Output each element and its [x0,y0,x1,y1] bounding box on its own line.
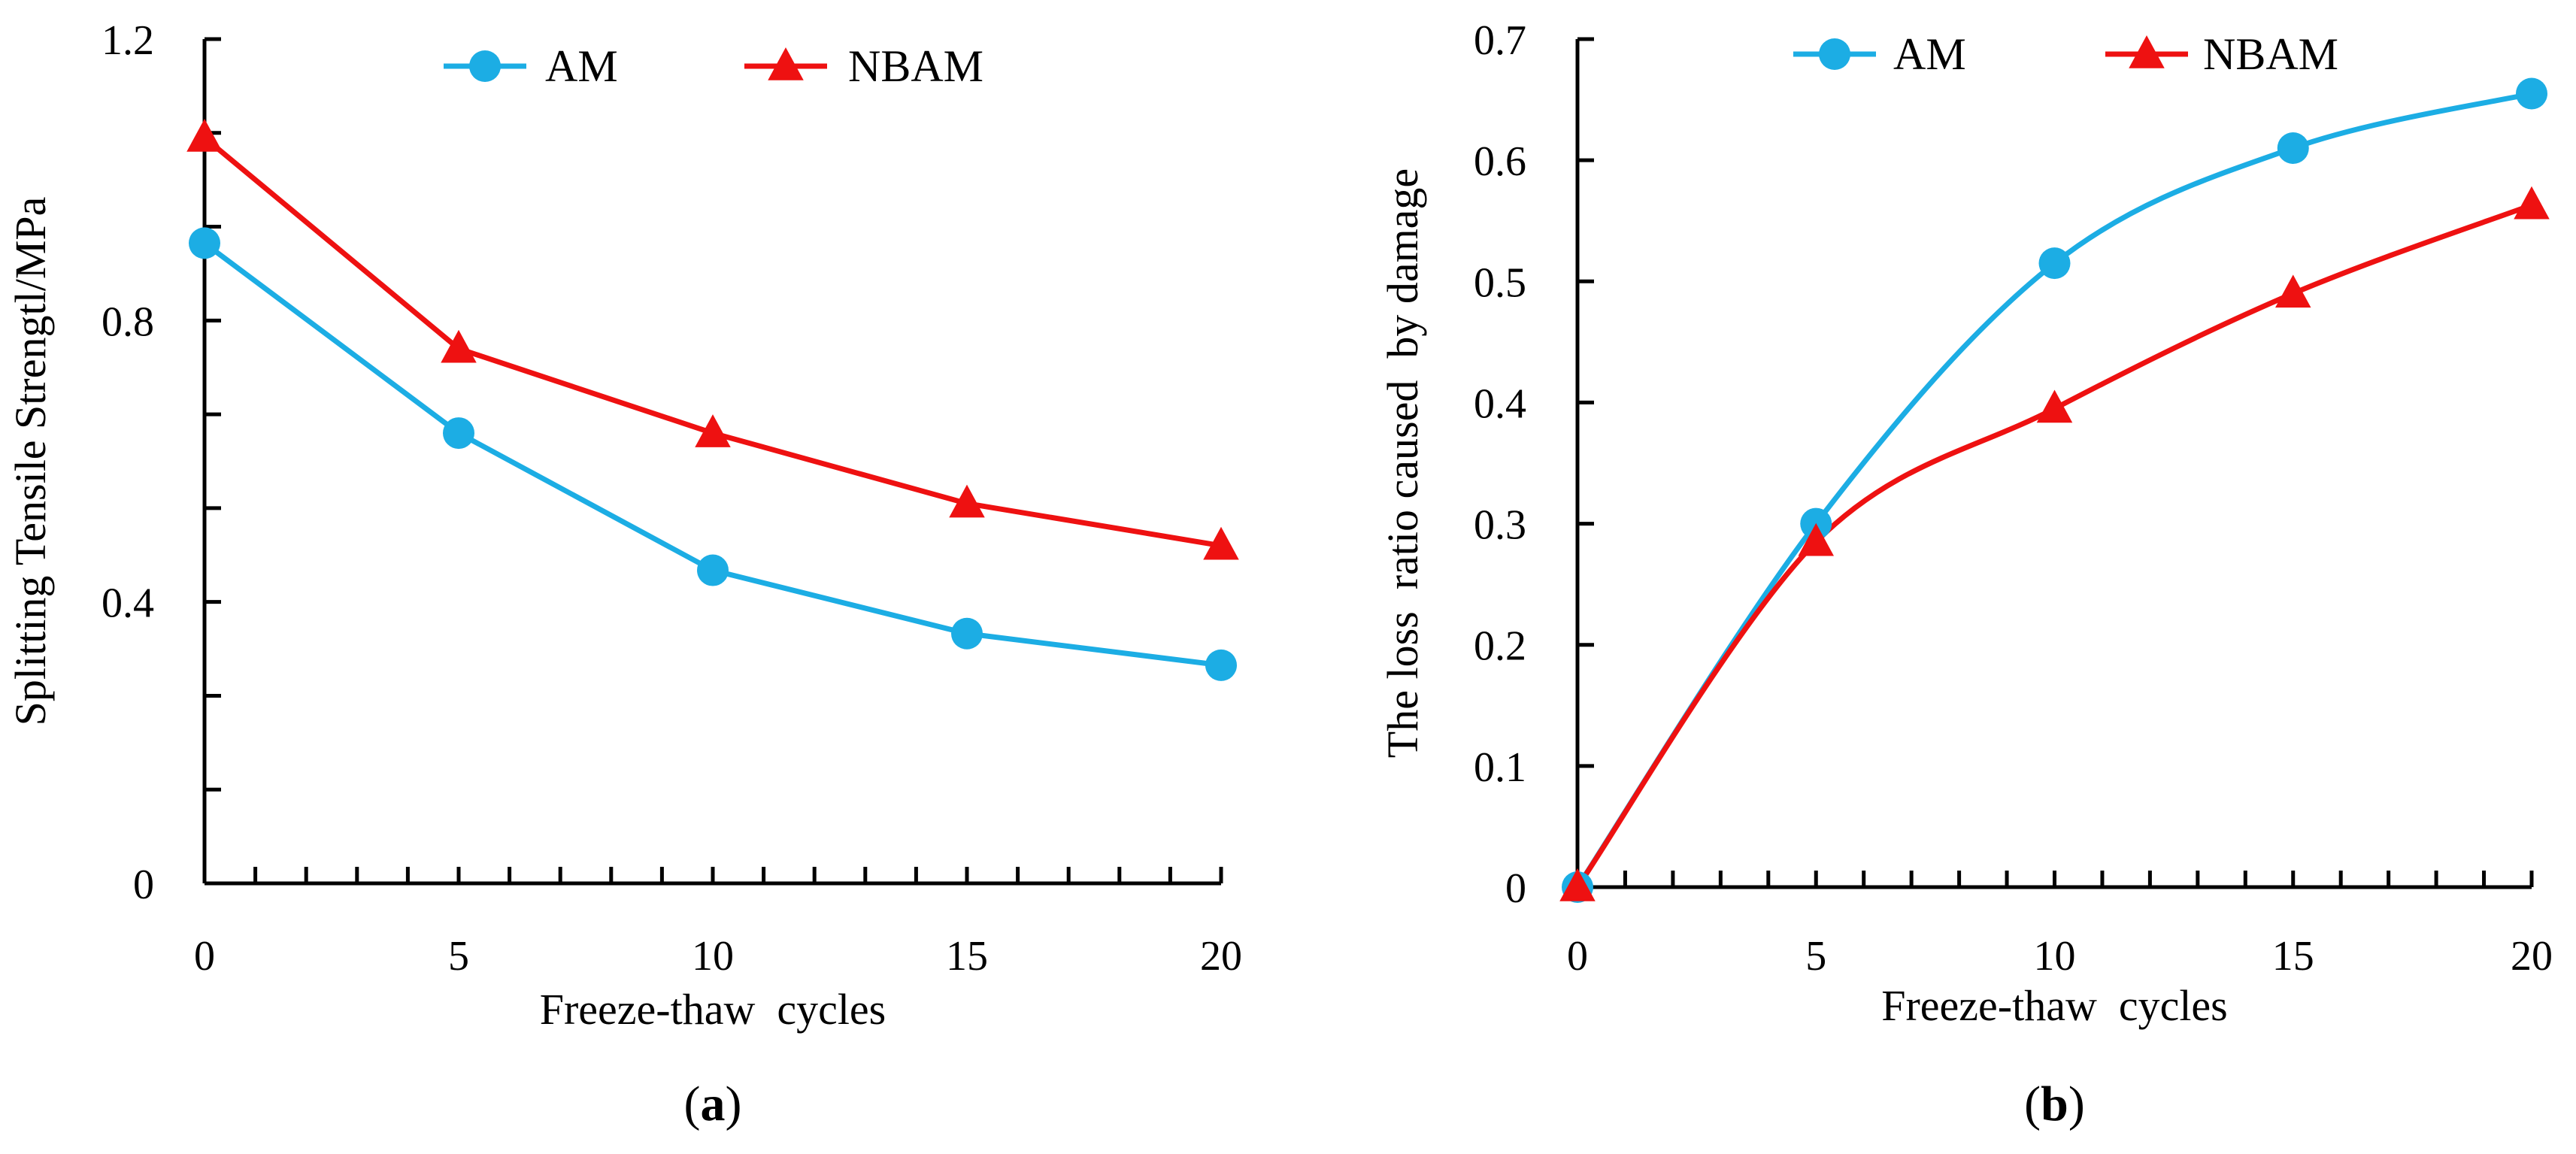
y-axis-title: The loss ratio caused by damage [1378,168,1427,758]
x-axis-title: Freeze-thaw cycles [540,985,886,1034]
legend-marker-am [1819,38,1850,70]
x-tick-label: 0 [1567,933,1588,980]
data-point-am [443,417,474,450]
data-point-am [2516,77,2547,110]
panel-label-open: ( [2024,1077,2041,1131]
y-tick-label: 0.2 [1474,623,1526,670]
data-point-nbam [1798,522,1834,556]
legend-label-nbam: NBAM [848,41,983,91]
panel-label-open: ( [684,1077,701,1131]
series-line-am [1575,91,2532,889]
y-tick-label: 0.1 [1474,744,1526,791]
data-point-am [697,554,729,586]
x-tick-label: 15 [2272,933,2314,980]
x-tick-label: 5 [1805,933,1826,980]
legend-label-nbam: NBAM [2203,29,2338,79]
x-tick-label: 20 [1200,933,1242,980]
y-tick-label: 0.8 [102,298,154,345]
y-axis-title: Splitting Tensile Strengtl/MPa [6,197,55,726]
chart-b: 0 0.1 0.2 0.3 0.4 0.5 0.6 0.7 0 5 10 15 20 Freeze-tha… [1378,17,2553,1131]
x-tick-label: 10 [2034,933,2076,980]
legend-marker-nbam [768,47,804,80]
data-point-am [1205,649,1237,681]
y-tick-label: 0.4 [102,580,154,627]
data-point-nbam [949,484,985,518]
data-point-nbam [441,329,477,363]
y-tick-label: 0.4 [1474,380,1526,427]
x-tick-label: 15 [946,933,988,980]
y-tick-label: 0.3 [1474,502,1526,549]
panel-label-letter: a [701,1077,726,1131]
legend-label-am: AM [1893,29,1966,79]
legend-marker-am [469,50,501,82]
panel-label-close: ) [726,1077,742,1131]
y-tick-label: 0.7 [1474,17,1526,64]
data-point-nbam [2275,274,2311,308]
data-point-nbam [695,414,731,447]
series-line-nbam [202,135,1222,549]
data-point-am [189,227,220,259]
series-line-nbam [1575,202,2533,889]
data-point-am [2277,132,2309,165]
data-point-nbam [2514,186,2550,220]
panel-label-close: ) [2068,1077,2085,1131]
data-point-nbam [186,119,223,152]
data-point-nbam [1559,868,1596,901]
panel-label: (a) [684,1077,742,1131]
x-tick-label: 10 [692,933,734,980]
panel-label: (b) [2024,1077,2085,1131]
chart-a: 0 0.4 0.8 1.2 0 5 10 15 20 Freeze-thaw cycles Spli… [6,17,1242,1131]
y-tick-label: 0 [133,862,154,908]
legend-label-am: AM [545,41,618,91]
legend-marker-nbam [2129,35,2165,68]
data-point-nbam [1203,526,1239,560]
x-tick-label: 0 [194,933,215,980]
x-axis-title: Freeze-thaw cycles [1881,981,2228,1030]
x-tick-label: 20 [2511,933,2553,980]
y-tick-label: 0.6 [1474,138,1526,185]
data-point-am [2038,247,2071,280]
data-point-nbam [2036,389,2073,423]
y-tick-label: 0 [1505,865,1526,912]
series-line-am [202,241,1222,668]
x-tick-label: 5 [448,933,469,980]
data-point-am [951,617,983,650]
panel-label-letter: b [2041,1077,2068,1131]
y-tick-label: 1.2 [102,17,154,64]
y-tick-label: 0.5 [1474,259,1526,306]
